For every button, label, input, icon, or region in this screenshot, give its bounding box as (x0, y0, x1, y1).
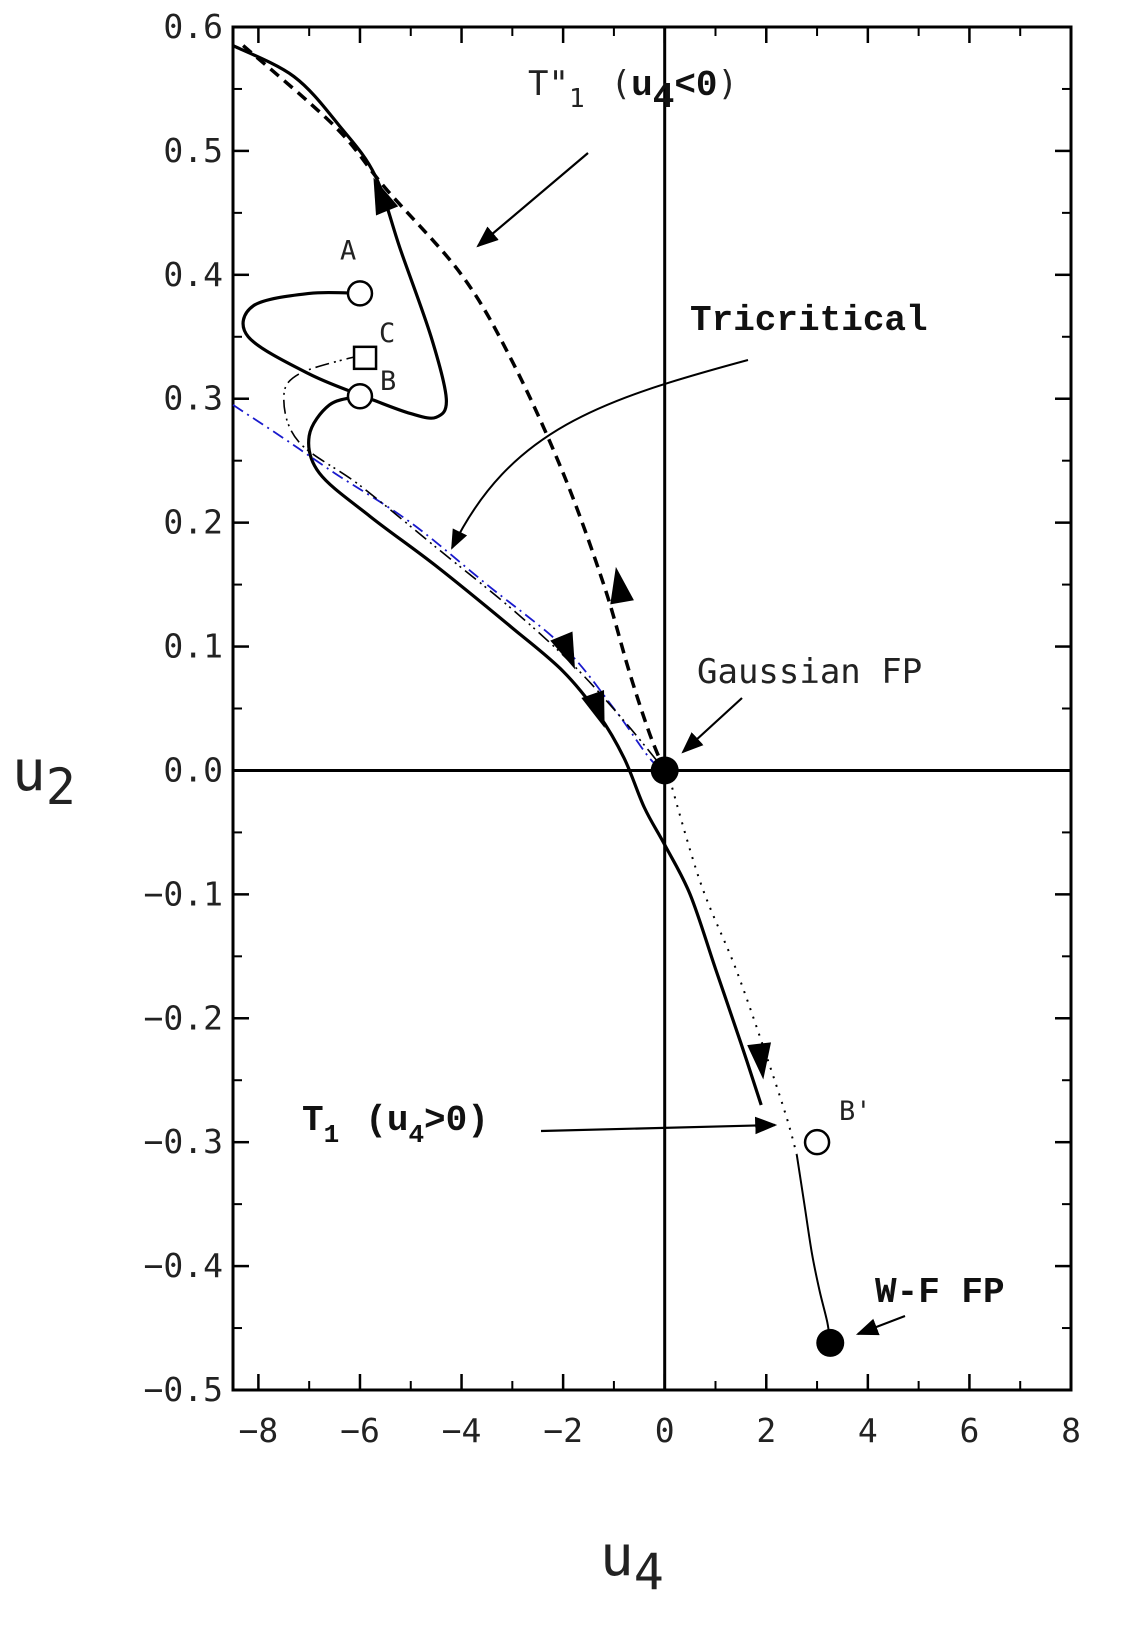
annotation-t1-rest-sub: 4 (408, 1120, 424, 1150)
annotation-wf-fp: W-F FP (875, 1272, 1005, 1313)
y-tick-label: 0.1 (163, 627, 223, 666)
annotation-t1pp-sub: 1 (569, 84, 585, 114)
flow-arrows (373, 177, 772, 1080)
annotation-t1pp-open: ( (611, 64, 631, 104)
open-circle-marker (346, 280, 374, 307)
flow-arrowhead (581, 690, 605, 728)
annotation-t1pp-bold2: <0 (674, 65, 717, 106)
y-tick-label: 0.6 (163, 7, 223, 46)
x-tick-label: 0 (655, 1411, 675, 1450)
flow-curve-dotted (666, 770, 798, 1155)
flow-curve-dash-dot-dot (282, 354, 666, 771)
y-tick-label: 0.0 (163, 750, 223, 789)
open-circle-marker (346, 382, 374, 410)
x-axis-title-main: u (600, 1524, 634, 1589)
annotation-t1pp-bold: u (631, 65, 653, 106)
point-label: C (379, 318, 395, 349)
x-tick-label: 4 (858, 1411, 878, 1450)
y-tick-label: 0.4 (163, 255, 223, 294)
x-tick-label: −6 (340, 1411, 380, 1450)
flow-arrowhead (747, 1042, 772, 1080)
point-label: A (340, 235, 356, 266)
plot-frame (231, 25, 1073, 1392)
annotation-t1-rest2: >0) (424, 1100, 489, 1141)
point-label: B' (839, 1096, 872, 1127)
x-tick-label: −2 (543, 1411, 583, 1450)
x-tick-label: 2 (756, 1411, 776, 1450)
point-label: B (380, 366, 396, 397)
flow-arrowhead (550, 631, 576, 670)
y-axis-title-sub: 2 (46, 758, 76, 816)
annotation-t1pp-close: ) (718, 64, 738, 104)
pointer-arrow-gaussian (681, 697, 743, 754)
pointer-arrow-wf (855, 1314, 906, 1336)
open-circle-marker (803, 1128, 831, 1156)
x-axis-title-sub: 4 (634, 1543, 664, 1601)
open-square-marker (352, 345, 378, 371)
x-tick-label: −8 (239, 1411, 279, 1450)
x-tick-label: 8 (1061, 1411, 1081, 1450)
y-tick-label: 0.3 (163, 379, 223, 418)
filled-circle-marker (650, 756, 679, 785)
pointer-arrow-t1 (540, 1116, 778, 1135)
annotation-t1: T1 (u4>0) (302, 1100, 489, 1150)
annotation-t1-main: T (302, 1100, 324, 1141)
y-tick-label: −0.4 (144, 1246, 223, 1285)
flow-curves (232, 44, 832, 1344)
x-tick-label: −4 (442, 1411, 482, 1450)
y-tick-label: −0.1 (144, 874, 223, 913)
x-axis-title: u4 (600, 1524, 664, 1601)
annotation-t1pp-bold-sub: 4 (653, 77, 675, 118)
axis-tick-labels: −8 −6 −4 −2 0 2 4 6 8 0.6 0.5 0.4 0.3 0.2 0.1 0.0 −0.1 −0… (144, 7, 1081, 1450)
y-tick-label: −0.2 (144, 998, 223, 1037)
pointer-arrow-t1pp (476, 152, 589, 248)
y-tick-label: 0.2 (163, 503, 223, 542)
y-axis-title: u2 (12, 739, 76, 816)
flow-curve-thick-solid (232, 44, 448, 420)
y-tick-label: −0.3 (144, 1122, 223, 1161)
annotation-t1pp: T"1 (u4<0) (528, 64, 738, 118)
y-tick-label: 0.5 (163, 131, 223, 170)
flow-curve-thin-solid (795, 1154, 832, 1344)
y-tick-label: −0.5 (144, 1370, 223, 1409)
annotation-t1pp-main: T" (528, 64, 569, 104)
flow-arrowhead (373, 177, 399, 216)
point-markers: A BC B' (340, 235, 872, 1357)
annotation-t1-sub: 1 (324, 1120, 340, 1150)
axis-ticks (233, 25, 1073, 1392)
annotation-gaussian-fp: Gaussian FP (697, 652, 922, 692)
flow-curve-thick-solid (307, 394, 763, 1106)
filled-circle-marker (816, 1328, 845, 1357)
x-tick-label: 6 (959, 1411, 979, 1450)
y-axis-title-main: u (12, 739, 46, 804)
flow-arrowhead (610, 566, 634, 605)
annotation-tricritical: Tricritical (690, 300, 928, 341)
pointer-arrow-tricritical (451, 359, 749, 550)
annotation-t1-rest: (u (365, 1100, 408, 1141)
flow-curve-dashed-thick (242, 44, 667, 772)
